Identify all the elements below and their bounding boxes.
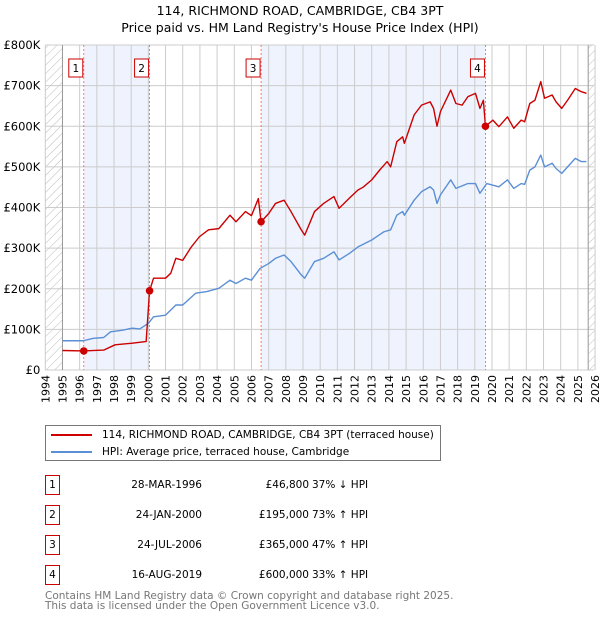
legend-item-hpi: HPI: Average price, terraced house, Camb… — [46, 443, 349, 460]
x-tick-label: 2005 — [228, 375, 241, 403]
transaction-number: 2 — [45, 505, 60, 525]
legend-label-hpi: HPI: Average price, terraced house, Camb… — [102, 445, 350, 458]
sale-label: 4 — [474, 63, 481, 75]
x-tick-label: 2001 — [160, 375, 173, 403]
transaction-row: 4 16-AUG-2019 £600,000 33% ↑ HPI — [45, 565, 465, 585]
y-tick-label: £100K — [3, 322, 40, 336]
x-tick-label: 2014 — [383, 375, 396, 403]
transaction-hpi: 33% ↑ HPI — [312, 569, 369, 581]
x-tick-label: 2021 — [503, 375, 516, 403]
x-tick-label: 1994 — [39, 375, 52, 403]
transaction-row: 1 28-MAR-1996 £46,800 37% ↓ HPI — [45, 475, 465, 495]
transaction-row: 3 24-JUL-2006 £365,000 47% ↑ HPI — [45, 535, 465, 555]
chart-title: 114, RICHMOND ROAD, CAMBRIDGE, CB4 3PT — [156, 3, 444, 18]
y-tick-label: £500K — [3, 160, 40, 174]
x-tick-label: 2026 — [589, 375, 600, 403]
transaction-price: £365,000 — [258, 539, 309, 551]
chart-subtitle: Price paid vs. HM Land Registry's House … — [121, 20, 479, 35]
sale-point — [145, 286, 154, 295]
hpi-line — [62, 154, 587, 342]
x-tick-label: 1995 — [56, 375, 69, 403]
x-tick-label: 1996 — [74, 375, 87, 403]
transaction-hpi: 47% ↑ HPI — [312, 539, 369, 551]
y-tick-label: £400K — [3, 201, 40, 215]
x-tick-label: 2012 — [349, 375, 362, 403]
x-tick-label: 2018 — [452, 375, 465, 403]
transaction-date: 16-AUG-2019 — [131, 569, 202, 581]
legend: 114, RICHMOND ROAD, CAMBRIDGE, CB4 3PT (… — [45, 425, 441, 461]
sale-label-box — [469, 58, 485, 78]
footer-copyright: Contains HM Land Registry data © Crown c… — [45, 590, 454, 602]
x-tick-label: 2015 — [400, 375, 413, 403]
x-tick-label: 2020 — [486, 375, 499, 403]
sale-point — [257, 217, 265, 226]
transaction-number: 3 — [45, 535, 60, 555]
y-tick-label: £700K — [3, 79, 40, 93]
legend-label-property: 114, RICHMOND ROAD, CAMBRIDGE, CB4 3PT (… — [102, 428, 434, 441]
y-tick-label: £0 — [26, 363, 41, 377]
sale-label-box — [245, 58, 261, 78]
transaction-date: 24-JAN-2000 — [135, 509, 202, 521]
legend-swatch-property — [51, 433, 92, 436]
x-tick-label: 1999 — [125, 375, 138, 403]
x-tick-label: 2000 — [142, 375, 155, 403]
property-price-line — [62, 80, 587, 352]
transaction-date: 24-JUL-2006 — [137, 539, 202, 551]
x-tick-label: 2006 — [245, 375, 258, 403]
sale-label: 2 — [138, 63, 145, 75]
legend-item-property: 114, RICHMOND ROAD, CAMBRIDGE, CB4 3PT (… — [46, 426, 434, 443]
transaction-price: £600,000 — [258, 569, 309, 581]
sale-label: 3 — [250, 63, 257, 75]
x-tick-label: 2023 — [538, 375, 551, 403]
x-tick-label: 2010 — [314, 375, 327, 403]
price-chart: 1994 1995 1996 1997 1998 1999 2000 2001 2002 2003… — [3, 38, 600, 403]
x-tick-label: 2022 — [520, 375, 533, 403]
transaction-hpi: 73% ↑ HPI — [312, 509, 369, 521]
x-tick-label: 2016 — [417, 375, 430, 403]
x-tick-label: 2013 — [366, 375, 379, 403]
x-tick-label: 2004 — [211, 375, 224, 403]
y-tick-label: £200K — [3, 282, 40, 296]
x-tick-label: 2008 — [280, 375, 293, 403]
x-tick-label: 2019 — [469, 375, 482, 403]
transaction-hpi: 37% ↓ HPI — [312, 479, 369, 491]
x-tick-label: 2007 — [263, 375, 276, 403]
x-tick-label: 1997 — [91, 375, 104, 403]
transaction-price: £195,000 — [258, 509, 309, 521]
x-tick-label: 2011 — [331, 375, 344, 403]
sale-label-box — [134, 58, 150, 78]
x-tick-label: 2025 — [572, 375, 585, 403]
x-tick-label: 2024 — [555, 375, 568, 403]
transaction-price: £46,800 — [265, 479, 309, 491]
sale-point — [481, 122, 490, 131]
y-tick-label: £800K — [3, 38, 40, 52]
sale-label: 1 — [72, 63, 79, 75]
transaction-number: 1 — [45, 475, 60, 495]
sale-label-box — [68, 58, 84, 78]
x-tick-label: 2002 — [177, 375, 190, 403]
legend-swatch-hpi — [51, 450, 92, 453]
x-tick-label: 2003 — [194, 375, 207, 403]
sale-point — [79, 347, 88, 355]
y-tick-label: £300K — [3, 241, 40, 255]
transaction-number: 4 — [45, 565, 60, 585]
footer-licence: This data is licensed under the Open Gov… — [45, 600, 380, 612]
x-tick-label: 2017 — [434, 375, 447, 403]
y-tick-label: £600K — [3, 119, 40, 133]
x-tick-label: 2009 — [297, 375, 310, 403]
transaction-date: 28-MAR-1996 — [131, 479, 202, 491]
transaction-row: 2 24-JAN-2000 £195,000 73% ↑ HPI — [45, 505, 465, 525]
x-tick-label: 1998 — [108, 375, 121, 403]
